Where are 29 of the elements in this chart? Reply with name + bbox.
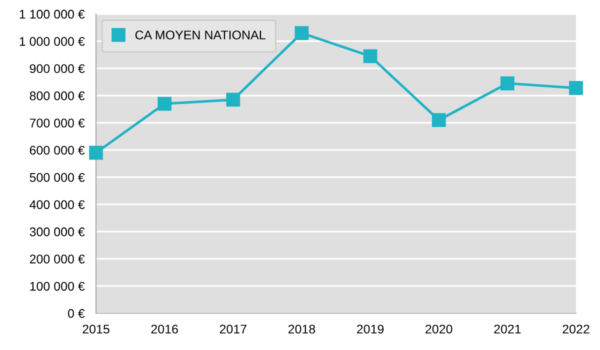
y-tick-label: 1 100 000 € xyxy=(20,10,85,19)
x-tick-label: 2016 xyxy=(151,324,178,334)
point xyxy=(363,49,378,64)
x-tick-label: 2020 xyxy=(426,324,452,334)
x-tick-label: 2021 xyxy=(494,324,521,334)
x-tick-label: 2015 xyxy=(82,324,110,334)
x-tick-label: 2019 xyxy=(357,324,384,334)
y-tick-label: 500 000 € xyxy=(30,173,85,182)
point xyxy=(432,113,446,128)
y-tick-label: 200 000 € xyxy=(30,254,85,264)
y-tick-label: 700 000 € xyxy=(30,118,85,128)
point xyxy=(158,96,172,111)
y-tick-label: 400 000 € xyxy=(30,200,85,210)
y-tick-label: 100 000 € xyxy=(30,282,85,291)
point xyxy=(500,76,514,90)
y-tick-label: 800 000 € xyxy=(30,91,85,100)
point xyxy=(89,146,103,160)
point xyxy=(294,26,309,40)
y-tick-label: 300 000 € xyxy=(30,227,85,236)
y-tick-label: 900 000 € xyxy=(30,64,85,74)
point xyxy=(226,92,240,107)
x-tick-label: 2017 xyxy=(220,324,246,334)
point xyxy=(569,81,583,95)
legend-label: CA MOYEN NATIONAL xyxy=(135,30,266,40)
x-tick-label: 2022 xyxy=(562,324,590,334)
y-tick-label: 0 € xyxy=(68,309,85,318)
y-tick-label: 1 000 000 € xyxy=(20,37,85,46)
y-tick-label: 600 000 € xyxy=(30,146,85,155)
x-tick-label: 2018 xyxy=(288,324,316,334)
